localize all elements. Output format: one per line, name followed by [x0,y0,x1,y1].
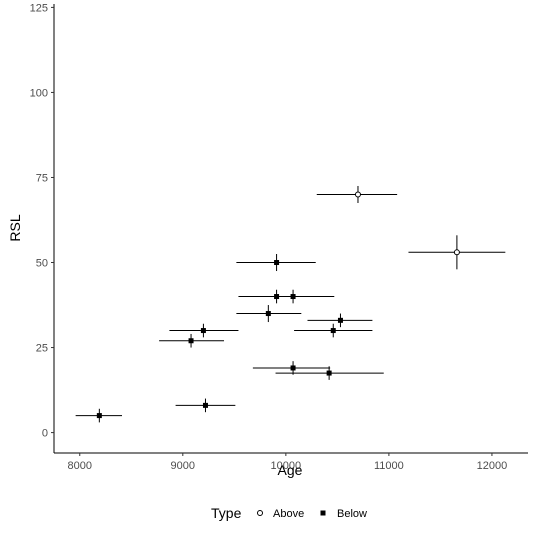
data-point-below [290,365,296,371]
x-tick-label: 8000 [68,460,92,472]
y-tick-label: 50 [36,258,48,270]
x-tick-label: 10000 [271,460,302,472]
legend-above-marker [257,510,263,516]
data-point-below [330,328,336,334]
y-tick-label: 100 [30,87,48,99]
y-tick-label: 75 [36,172,48,184]
x-tick-label: 11000 [374,460,404,472]
x-axis-title: Age [278,462,303,478]
y-tick-label: 125 [30,2,48,14]
y-axis-title: RSL [7,214,23,241]
x-tick-label: 12000 [477,460,508,472]
x-tick-label: 9000 [171,460,195,472]
data-point-below [337,317,343,323]
legend-title: Type [211,505,242,521]
data-point-below [200,328,206,334]
y-axis-ticks: 0 25 50 75 100 125 [30,2,54,440]
x-axis-ticks: 8000 9000 10000 11000 12000 [68,453,508,472]
y-tick-label: 0 [42,428,48,440]
data-point-below [265,311,271,317]
legend-below-marker [320,510,326,516]
data-point-above [453,249,460,256]
data-point-below [96,413,102,419]
data-point-below [274,294,280,300]
plot-marks [75,185,506,423]
legend-above-label: Above [273,508,304,520]
data-point-below [274,260,280,266]
data-point-below [202,402,208,408]
legend: Type Above Below [211,505,367,521]
y-tick-label: 25 [36,343,48,355]
data-point-below [290,294,296,300]
data-point-below [326,370,332,376]
data-point-below [188,338,194,344]
legend-below-label: Below [337,508,367,520]
data-point-above [354,191,361,198]
